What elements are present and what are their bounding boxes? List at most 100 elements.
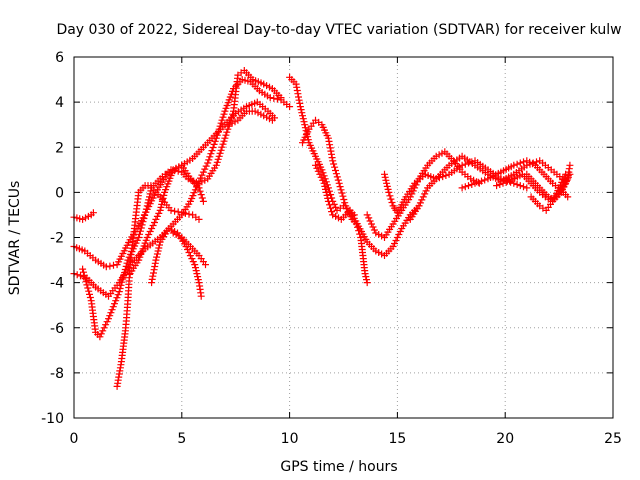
data-point	[199, 168, 207, 176]
grid-layer	[74, 57, 613, 418]
data-point	[153, 253, 161, 261]
x-tick-label: 5	[177, 431, 186, 447]
data-point	[301, 121, 309, 129]
data-point	[79, 265, 87, 273]
data-point	[368, 220, 375, 228]
data-point	[100, 324, 108, 332]
data-point	[215, 152, 223, 160]
data-point	[566, 161, 574, 169]
data-point	[140, 215, 148, 222]
data-point	[513, 160, 521, 168]
data-point	[114, 291, 122, 299]
data-point	[185, 249, 193, 256]
data-point	[221, 134, 229, 142]
data-point	[365, 214, 373, 222]
data-point	[118, 278, 126, 286]
data-point	[106, 262, 114, 270]
data-point	[81, 275, 89, 283]
data-point	[103, 318, 111, 326]
data-point	[228, 113, 236, 121]
data-point	[155, 209, 163, 217]
data-point	[197, 292, 205, 300]
data-point	[137, 224, 145, 232]
y-tick-label: 4	[55, 95, 64, 111]
data-point	[422, 187, 430, 195]
data-point	[220, 137, 228, 145]
x-tick-label: 20	[496, 431, 514, 447]
data-point	[318, 166, 326, 174]
data-point	[194, 273, 202, 281]
x-tick-label: 15	[388, 431, 406, 447]
data-point	[115, 288, 123, 296]
data-point	[478, 177, 485, 185]
series-track-19	[527, 170, 570, 214]
data-point	[298, 109, 306, 117]
data-point	[212, 161, 220, 169]
data-point	[85, 287, 93, 295]
data-point	[415, 202, 423, 210]
data-point	[189, 258, 197, 266]
data-point	[338, 189, 346, 197]
data-point	[471, 179, 479, 187]
data-point	[152, 215, 160, 223]
data-point	[192, 267, 200, 275]
data-point	[196, 187, 204, 195]
data-point	[387, 195, 395, 203]
data-point	[117, 281, 125, 289]
data-point	[324, 194, 332, 202]
data-point	[299, 115, 307, 123]
x-tick-label: 10	[281, 431, 299, 447]
data-point	[202, 261, 209, 269]
data-point	[135, 234, 143, 241]
data-point	[89, 209, 97, 217]
data-point	[209, 144, 217, 151]
data-point	[188, 255, 196, 263]
data-point	[329, 157, 337, 165]
data-point	[227, 116, 235, 124]
data-point	[145, 196, 153, 204]
data-point	[158, 200, 166, 208]
data-point	[520, 158, 527, 166]
data-point	[320, 179, 328, 187]
data-point	[326, 141, 334, 149]
data-point	[369, 223, 377, 231]
data-point	[201, 165, 209, 173]
series-track-11	[299, 116, 371, 287]
data-point	[461, 183, 469, 191]
data-point	[461, 160, 469, 168]
data-point	[220, 110, 228, 118]
series-track-12	[312, 161, 423, 259]
data-point	[121, 266, 129, 273]
data-point	[386, 192, 394, 200]
data-point	[323, 191, 331, 199]
data-point	[510, 161, 518, 169]
series-track-4	[79, 184, 203, 341]
data-point	[297, 106, 305, 114]
data-point	[99, 327, 107, 335]
data-point	[312, 161, 319, 169]
data-point	[80, 271, 88, 279]
data-point	[383, 182, 391, 190]
y-tick-label: -2	[50, 231, 64, 247]
data-point	[418, 196, 426, 204]
data-point	[144, 199, 152, 207]
y-axis-label: SDTVAR / TECUs	[7, 181, 23, 296]
data-point	[73, 271, 81, 279]
data-point	[214, 155, 222, 163]
data-point	[191, 261, 199, 269]
data-point	[219, 113, 227, 121]
data-point	[388, 199, 396, 206]
series-track-6	[126, 161, 207, 278]
data-point	[105, 315, 112, 323]
data-point	[319, 169, 327, 177]
data-point	[336, 183, 344, 191]
data-point	[468, 181, 476, 188]
data-point	[106, 312, 114, 320]
data-point	[268, 116, 276, 124]
data-point	[219, 140, 227, 148]
data-point	[146, 228, 154, 235]
data-point	[412, 181, 420, 189]
data-point	[152, 256, 160, 264]
data-point	[218, 116, 226, 124]
data-point	[115, 373, 123, 381]
